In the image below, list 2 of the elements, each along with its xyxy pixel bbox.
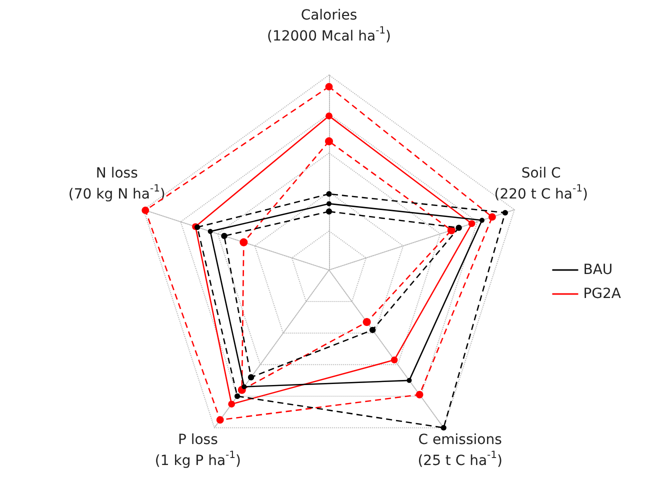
legend-label: PG2A: [583, 286, 622, 302]
legend-label: BAU: [583, 262, 613, 278]
